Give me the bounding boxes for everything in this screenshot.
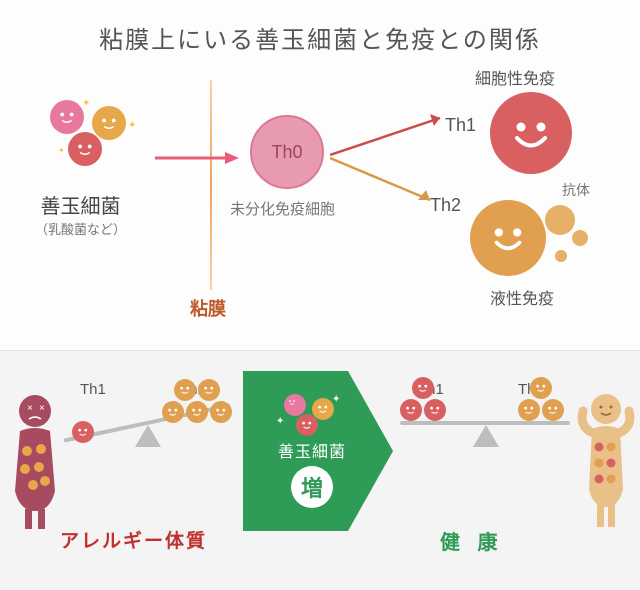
th2-mini-cell (162, 401, 184, 423)
mucosa-line (210, 80, 212, 290)
th2-mini-cell (210, 401, 232, 423)
bacteria-pink-icon (50, 100, 84, 134)
antibody-blob-icon (555, 250, 567, 262)
sparkle-icon: ✦ (128, 120, 136, 131)
seesaw-right: Th1 Th2 (400, 381, 570, 471)
healthy-person-icon (575, 391, 637, 536)
good-bacteria-text: 善玉細菌 (35, 190, 126, 219)
increase-badge: 増 (291, 466, 333, 508)
arrow-to-th0-icon (155, 148, 245, 168)
th2-cell (470, 200, 546, 276)
health-label: 健 康 (440, 526, 504, 555)
lower-diagram: × × Th1 Th2 アレルギー体質 (0, 350, 640, 590)
antibody-blob-icon (545, 205, 575, 235)
th2-label: Th2 (430, 195, 461, 216)
th0-cell: Th0 (250, 115, 324, 189)
th0-sublabel: 未分化免疫細胞 (230, 198, 335, 219)
sick-person-icon: × × (5, 391, 65, 536)
mucosa-label: 粘膜 (190, 295, 226, 321)
green-bacteria-label: 善玉細菌 (278, 438, 346, 462)
good-bacteria-label: 善玉細菌 （乳酸菌など） (35, 190, 126, 238)
green-arrow-block: ✦ ✦ 善玉細菌 増 (243, 371, 393, 531)
good-bacteria-cluster: ✦ ✦ ✦ (50, 100, 140, 170)
seesaw-left: Th1 Th2 (62, 381, 232, 471)
green-bacteria-cluster: ✦ ✦ (282, 394, 342, 434)
th2-mini-cell (542, 399, 564, 421)
good-bacteria-subtext: （乳酸菌など） (35, 219, 126, 238)
bacteria-orange-icon (92, 106, 126, 140)
allergy-label: アレルギー体質 (60, 526, 207, 553)
svg-text:×: × (27, 403, 33, 414)
sparkle-icon: ✦ (58, 146, 65, 155)
th2-mini-cell (518, 399, 540, 421)
humoral-immunity-label: 液性免疫 (490, 285, 554, 309)
svg-text:×: × (39, 403, 45, 414)
th2-mini-cell (198, 379, 220, 401)
th1-mini-cell (412, 377, 434, 399)
sparkle-icon: ✦ (82, 98, 90, 109)
cell-immunity-label: 細胞性免疫 (475, 65, 555, 89)
antibody-label: 抗体 (562, 180, 590, 200)
page-title: 粘膜上にいる善玉細菌と免疫との関係 (0, 0, 640, 70)
th1-cell (490, 92, 572, 174)
th2-mini-cell (174, 379, 196, 401)
th0-text: Th0 (271, 142, 302, 163)
th2-mini-cell (186, 401, 208, 423)
upper-diagram: ✦ ✦ ✦ 善玉細菌 （乳酸菌など） 粘膜 Th0 未分化免疫細胞 細胞性免疫 … (0, 70, 640, 350)
th1-mini-cell (424, 399, 446, 421)
th1-mini-cell (400, 399, 422, 421)
th1-mini-cell (72, 421, 94, 443)
antibody-blob-icon (572, 230, 588, 246)
th1-label: Th1 (445, 115, 476, 136)
bacteria-red-icon (68, 132, 102, 166)
th2-mini-cell (530, 377, 552, 399)
